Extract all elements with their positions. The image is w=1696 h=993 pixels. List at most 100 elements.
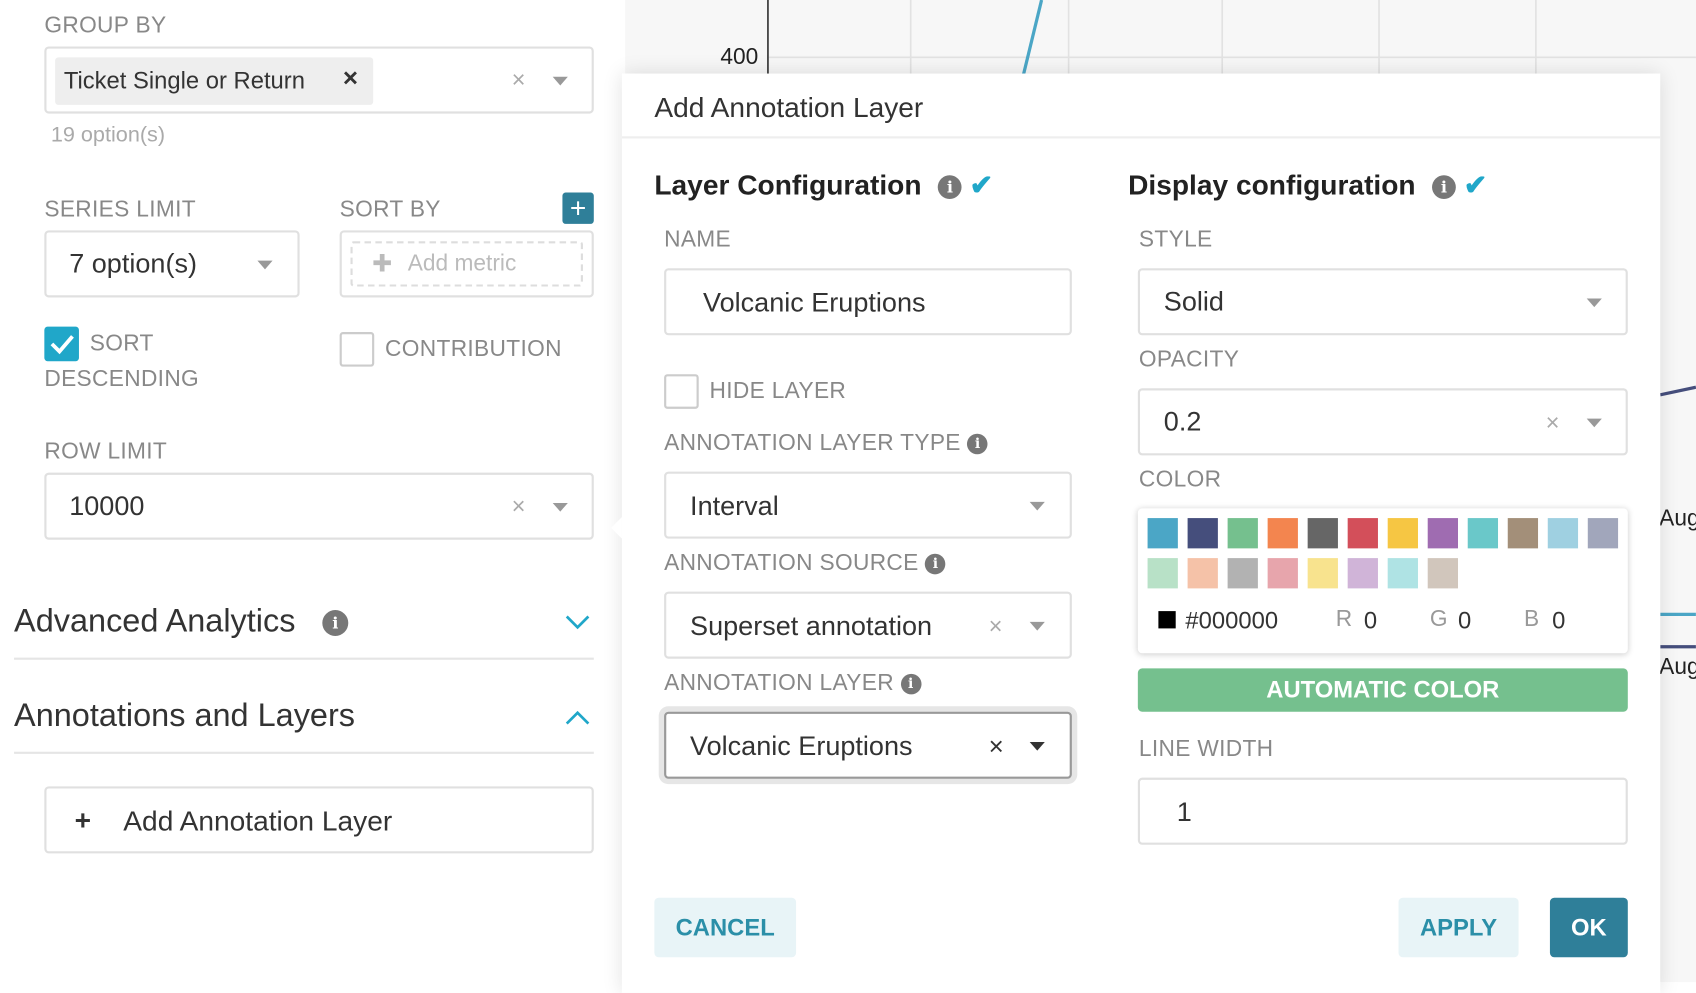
row-limit-label: ROW LIMIT xyxy=(44,439,168,465)
clear-icon[interactable]: × xyxy=(1545,408,1560,436)
group-by-select[interactable]: Ticket Single or Return × × xyxy=(44,46,594,114)
color-swatch[interactable] xyxy=(1387,518,1418,549)
annotation-layer-type-select[interactable]: Interval xyxy=(664,471,1072,539)
color-swatch[interactable] xyxy=(1427,558,1458,589)
chevron-down-icon[interactable] xyxy=(552,502,568,512)
color-swatch[interactable] xyxy=(1507,518,1539,549)
chevron-down-icon[interactable] xyxy=(552,76,568,86)
x-tick-label: Aug xyxy=(1659,654,1696,680)
series-line xyxy=(1659,385,1696,397)
color-swatch[interactable] xyxy=(1147,558,1178,589)
annotation-source-label: ANNOTATION SOURCE i xyxy=(664,551,946,577)
annotation-layer-type-label: ANNOTATION LAYER TYPE i xyxy=(664,430,988,456)
tag-remove-icon[interactable]: × xyxy=(342,63,359,94)
info-icon: i xyxy=(938,175,962,200)
color-swatch[interactable] xyxy=(1267,558,1298,589)
style-label: STYLE xyxy=(1138,227,1213,253)
current-color-swatch xyxy=(1158,611,1176,629)
color-swatch[interactable] xyxy=(1387,558,1418,589)
modal-title: Add Annotation Layer xyxy=(654,90,924,124)
opacity-select[interactable]: 0.2 × xyxy=(1137,388,1628,456)
color-swatch[interactable] xyxy=(1347,558,1378,589)
style-value: Solid xyxy=(1163,286,1224,317)
r-input[interactable]: 0 xyxy=(1363,606,1378,634)
contribution-label: CONTRIBUTION xyxy=(385,336,562,362)
sort-descending-checkbox[interactable] xyxy=(44,326,79,362)
ok-button[interactable]: OK xyxy=(1549,897,1628,958)
info-icon: i xyxy=(900,673,922,695)
contribution-checkbox[interactable] xyxy=(339,332,375,367)
color-swatch[interactable] xyxy=(1147,518,1178,549)
cancel-button[interactable]: CANCEL xyxy=(654,897,797,958)
color-swatch[interactable] xyxy=(1187,518,1218,549)
display-configuration-title: Display configuration i ✔ xyxy=(1128,168,1488,202)
color-swatch[interactable] xyxy=(1467,518,1499,549)
row-limit-select[interactable]: 10000 × xyxy=(44,472,594,540)
type-value: Interval xyxy=(690,491,779,522)
color-swatch[interactable] xyxy=(1547,518,1579,549)
group-by-hint: 19 option(s) xyxy=(50,123,166,148)
g-label: G xyxy=(1429,606,1448,632)
line-width-label: LINE WIDTH xyxy=(1138,736,1274,762)
b-label: B xyxy=(1523,606,1540,632)
x-tick-label: Aug xyxy=(1659,506,1696,532)
apply-button[interactable]: APPLY xyxy=(1398,897,1519,958)
automatic-color-button[interactable]: AUTOMATIC COLOR xyxy=(1137,668,1628,712)
color-swatch[interactable] xyxy=(1427,518,1458,549)
color-swatch[interactable] xyxy=(1307,558,1338,589)
sort-by-select[interactable]: ✚ Add metric xyxy=(339,230,594,298)
group-by-label: GROUP BY xyxy=(44,12,167,38)
color-swatch[interactable] xyxy=(1307,518,1338,549)
chevron-up-icon[interactable] xyxy=(565,708,591,725)
clear-icon[interactable]: × xyxy=(511,65,526,94)
clear-icon[interactable]: × xyxy=(988,612,1003,640)
chevron-down-icon[interactable] xyxy=(565,614,591,631)
layer-value: Volcanic Eruptions xyxy=(690,731,913,762)
name-input[interactable]: Volcanic Eruptions xyxy=(664,268,1072,336)
color-swatch[interactable] xyxy=(1187,558,1218,589)
row-limit-value: 10000 xyxy=(69,491,145,522)
color-swatch[interactable] xyxy=(1227,558,1258,589)
section-title: Annotations and Layers xyxy=(14,697,356,734)
color-swatch[interactable] xyxy=(1267,518,1298,549)
style-select[interactable]: Solid xyxy=(1137,268,1628,336)
series-line xyxy=(1021,0,1044,77)
add-annotation-layer-button[interactable]: + Add Annotation Layer xyxy=(44,786,594,854)
series-limit-value: 7 option(s) xyxy=(69,248,197,280)
add-sort-icon[interactable]: + xyxy=(562,193,594,224)
source-value: Superset annotation xyxy=(690,611,933,642)
sort-by-label: SORT BY xyxy=(339,196,441,222)
hide-layer-checkbox[interactable] xyxy=(664,374,699,409)
color-swatch[interactable] xyxy=(1227,518,1258,549)
series-limit-select[interactable]: 7 option(s) xyxy=(44,230,300,298)
sort-descending-label: DESCENDING xyxy=(44,366,200,392)
chevron-down-icon[interactable] xyxy=(257,260,273,270)
hex-input[interactable]: #000000 xyxy=(1185,606,1279,634)
clear-icon[interactable]: × xyxy=(511,492,526,520)
chevron-down-icon[interactable] xyxy=(1029,621,1045,631)
info-icon: i xyxy=(322,610,349,636)
annotation-layer-select[interactable]: Volcanic Eruptions × xyxy=(664,711,1072,779)
info-icon: i xyxy=(967,433,988,455)
check-icon: ✔ xyxy=(969,168,994,202)
chevron-down-icon[interactable] xyxy=(1586,418,1602,428)
g-input[interactable]: 0 xyxy=(1457,606,1472,634)
advanced-analytics-section[interactable]: Advanced Analytics i xyxy=(14,584,594,660)
color-swatch[interactable] xyxy=(1587,518,1619,549)
color-swatch[interactable] xyxy=(1347,518,1378,549)
check-icon: ✔ xyxy=(1463,168,1488,202)
sort-descending-label: SORT xyxy=(89,330,154,356)
chevron-down-icon[interactable] xyxy=(1586,298,1602,308)
chevron-down-icon[interactable] xyxy=(1029,741,1045,751)
chevron-down-icon[interactable] xyxy=(1029,501,1045,511)
b-input[interactable]: 0 xyxy=(1552,606,1566,634)
layer-configuration-title: Layer Configuration i ✔ xyxy=(654,168,994,202)
opacity-value: 0.2 xyxy=(1163,406,1202,437)
button-label: Add Annotation Layer xyxy=(123,804,393,838)
line-width-input[interactable]: 1 xyxy=(1137,777,1628,845)
clear-icon[interactable]: × xyxy=(988,732,1004,762)
annotation-source-select[interactable]: Superset annotation × xyxy=(664,591,1072,659)
tag-label: Ticket Single or Return xyxy=(63,67,305,95)
color-picker: #000000 R 0 G 0 B 0 xyxy=(1137,508,1628,654)
annotations-section[interactable]: Annotations and Layers xyxy=(14,678,594,754)
